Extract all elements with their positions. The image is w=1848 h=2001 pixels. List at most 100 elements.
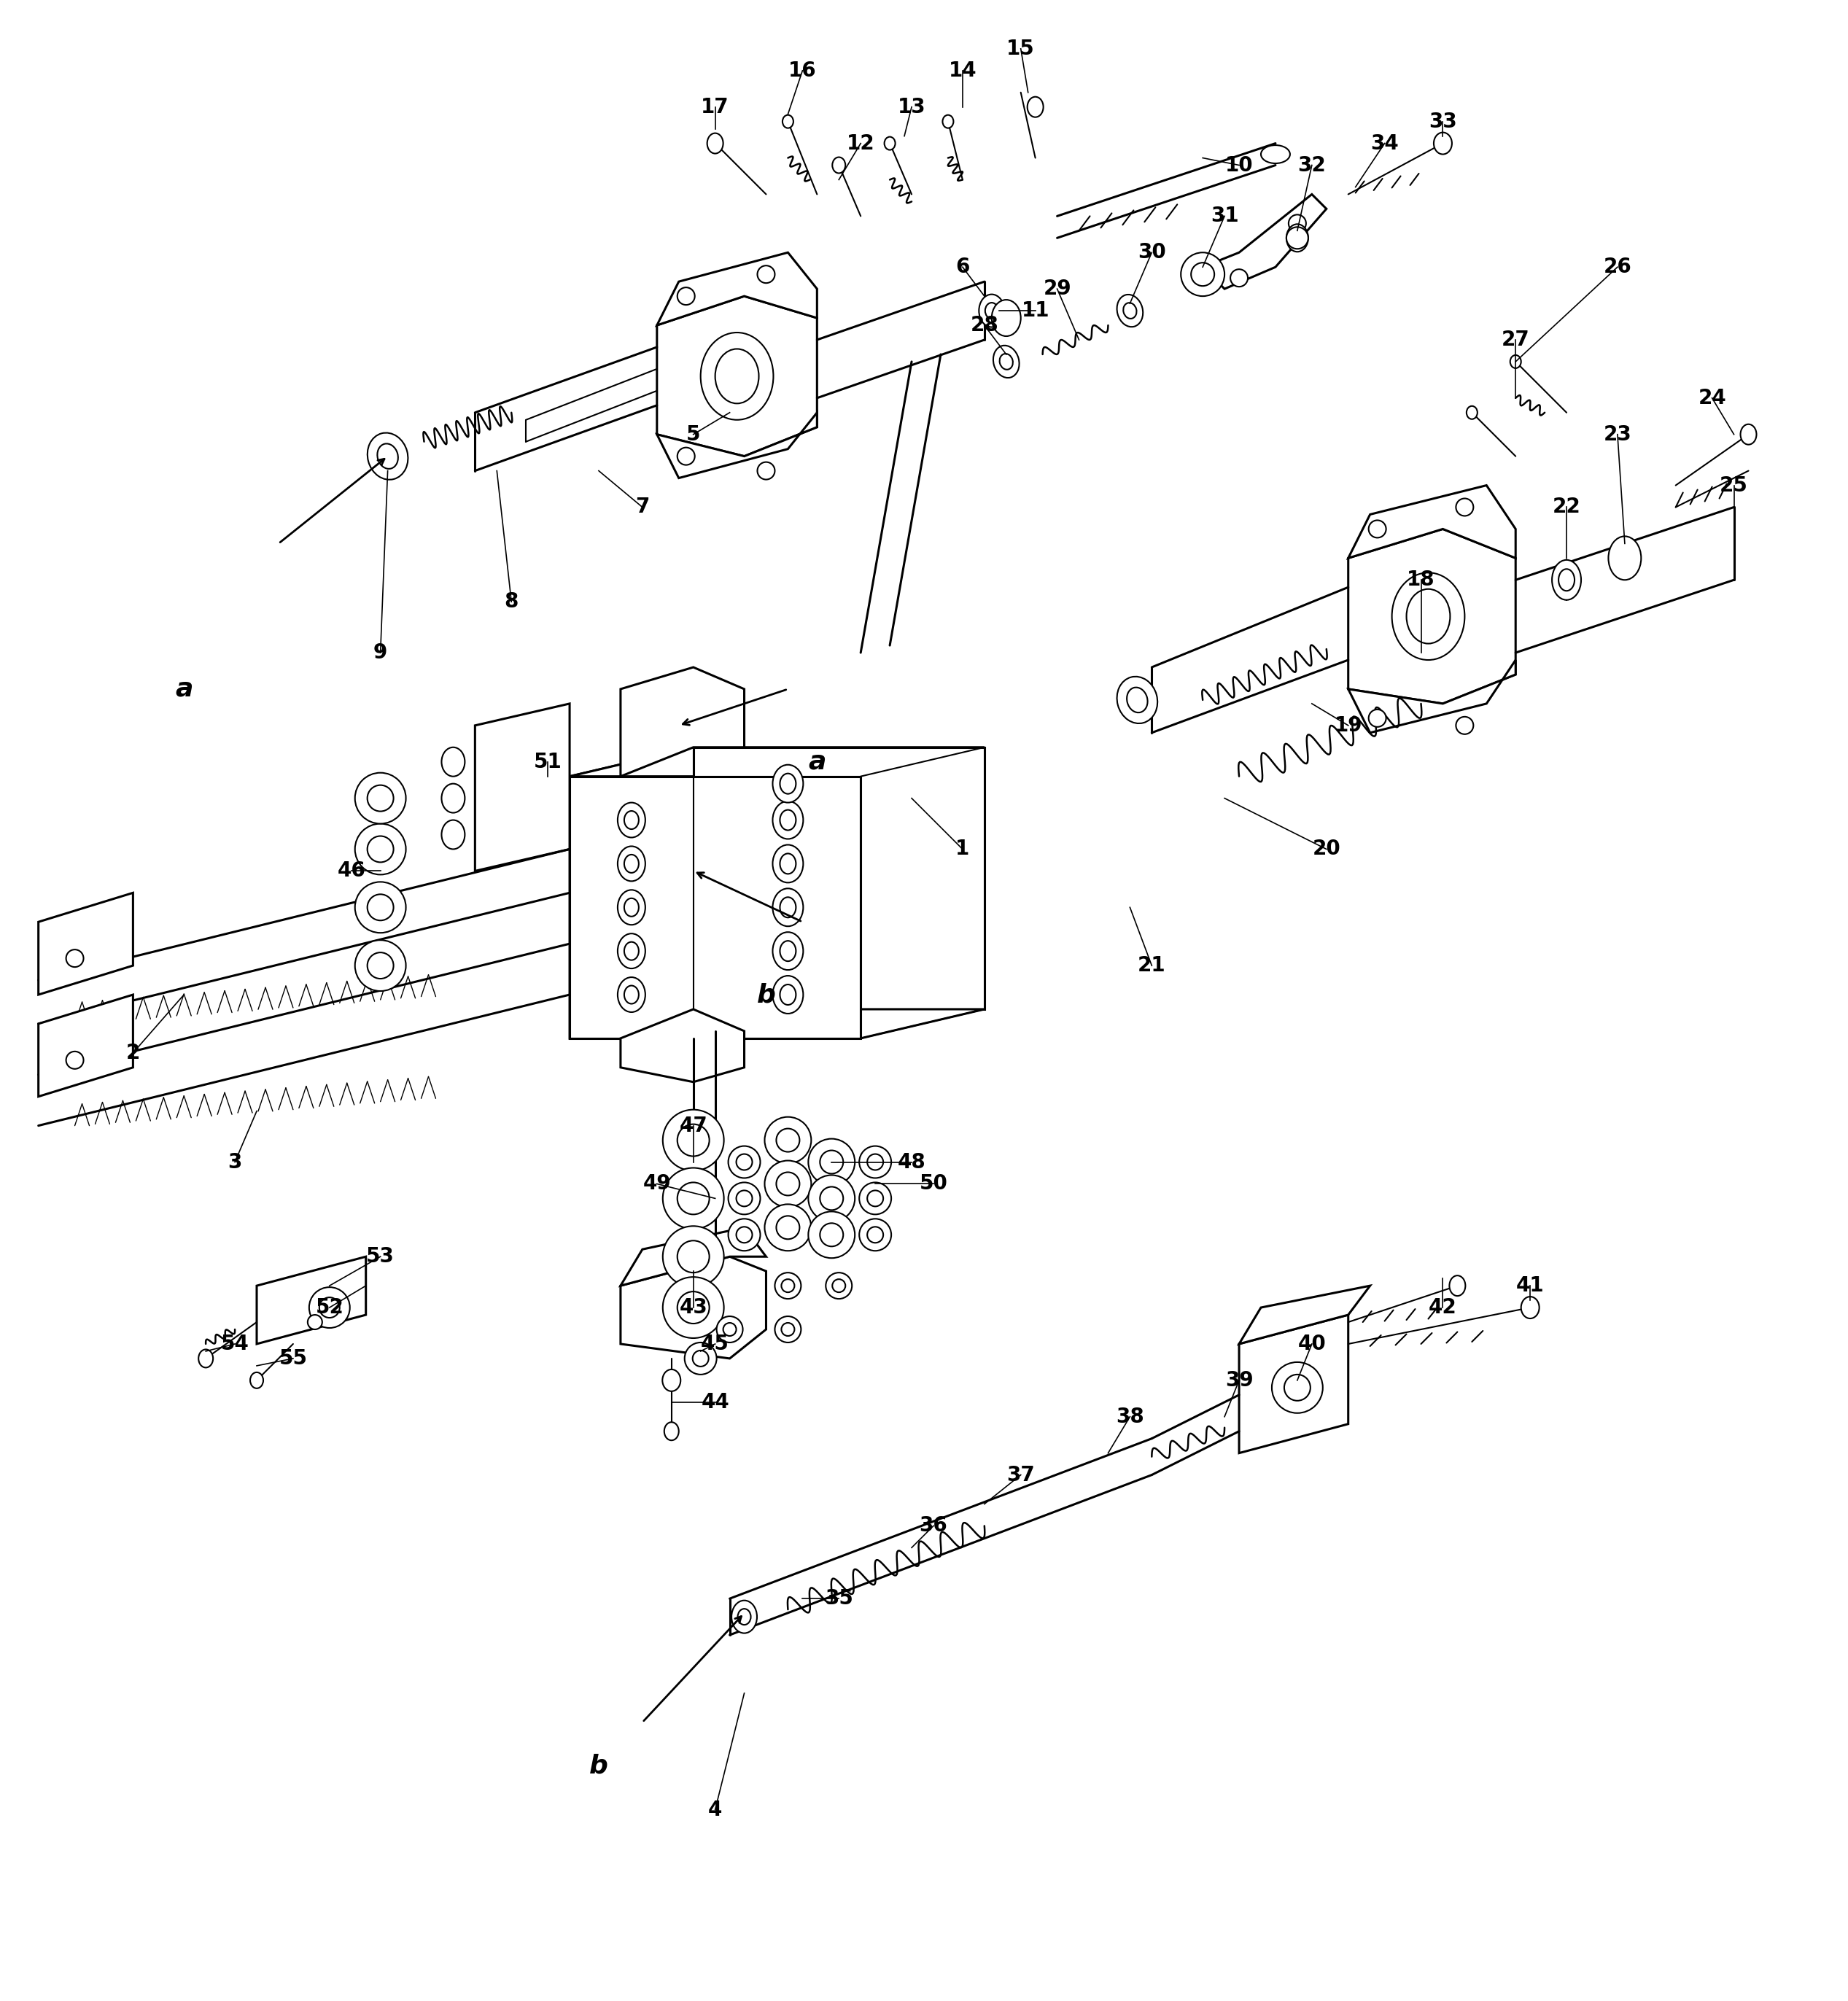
Ellipse shape [1558, 568, 1574, 590]
Text: 50: 50 [918, 1175, 948, 1195]
Ellipse shape [708, 134, 723, 154]
Ellipse shape [377, 444, 397, 468]
Circle shape [728, 1183, 760, 1215]
Ellipse shape [772, 764, 804, 802]
Ellipse shape [1000, 354, 1013, 370]
Text: 55: 55 [279, 1349, 307, 1369]
Ellipse shape [1116, 676, 1157, 724]
Ellipse shape [1521, 1297, 1539, 1319]
Circle shape [693, 1351, 708, 1367]
Circle shape [782, 1279, 795, 1293]
Circle shape [355, 824, 407, 874]
Text: 11: 11 [1022, 300, 1050, 320]
Circle shape [728, 1147, 760, 1179]
Text: 1: 1 [955, 838, 970, 858]
Text: 2: 2 [126, 1043, 140, 1063]
Circle shape [832, 1279, 845, 1293]
Ellipse shape [1392, 572, 1465, 660]
Polygon shape [621, 1227, 767, 1287]
Circle shape [867, 1191, 883, 1207]
Circle shape [821, 1151, 843, 1175]
Text: 21: 21 [1138, 954, 1166, 976]
Circle shape [1192, 262, 1214, 286]
Ellipse shape [772, 844, 804, 882]
Ellipse shape [700, 332, 772, 420]
Ellipse shape [1467, 406, 1477, 418]
Ellipse shape [1434, 132, 1453, 154]
Text: 51: 51 [534, 752, 562, 772]
Text: 23: 23 [1604, 424, 1632, 444]
Circle shape [758, 462, 774, 480]
Circle shape [736, 1227, 752, 1243]
Circle shape [1456, 716, 1473, 734]
Circle shape [765, 1205, 811, 1251]
Text: 7: 7 [636, 496, 649, 518]
Circle shape [728, 1219, 760, 1251]
Polygon shape [1240, 1287, 1369, 1345]
Circle shape [808, 1211, 856, 1259]
Circle shape [678, 1241, 710, 1273]
Ellipse shape [1116, 294, 1142, 326]
Circle shape [368, 784, 394, 810]
Text: 12: 12 [846, 134, 874, 154]
Circle shape [758, 266, 774, 282]
Circle shape [67, 950, 83, 966]
Text: 35: 35 [824, 1589, 854, 1609]
Circle shape [678, 1183, 710, 1215]
Ellipse shape [942, 114, 954, 128]
Circle shape [1181, 252, 1225, 296]
Circle shape [782, 1323, 795, 1337]
Text: 9: 9 [373, 642, 388, 662]
Text: 24: 24 [1698, 388, 1726, 408]
Ellipse shape [832, 158, 845, 174]
Polygon shape [39, 994, 133, 1097]
Ellipse shape [442, 784, 466, 812]
Text: 18: 18 [1406, 570, 1436, 590]
Ellipse shape [737, 1609, 750, 1625]
Text: 5: 5 [686, 424, 700, 444]
Circle shape [663, 1227, 724, 1287]
Ellipse shape [617, 846, 645, 880]
Circle shape [765, 1161, 811, 1207]
Circle shape [355, 940, 407, 990]
Text: 26: 26 [1604, 256, 1632, 278]
Ellipse shape [780, 940, 796, 960]
Ellipse shape [1127, 688, 1148, 712]
Ellipse shape [772, 888, 804, 926]
Text: a: a [176, 676, 192, 702]
Ellipse shape [662, 1369, 680, 1391]
Text: 31: 31 [1210, 206, 1238, 226]
Polygon shape [257, 1257, 366, 1345]
Ellipse shape [1741, 424, 1756, 444]
Circle shape [859, 1147, 891, 1179]
Ellipse shape [1406, 588, 1451, 644]
Text: 39: 39 [1225, 1371, 1253, 1391]
Ellipse shape [780, 896, 796, 918]
Text: 52: 52 [316, 1297, 344, 1319]
Ellipse shape [1124, 302, 1137, 318]
Circle shape [678, 1125, 710, 1157]
Circle shape [776, 1173, 800, 1195]
Circle shape [808, 1175, 856, 1223]
Text: a: a [808, 750, 826, 774]
Circle shape [663, 1277, 724, 1339]
Ellipse shape [1510, 354, 1521, 368]
Text: 49: 49 [643, 1175, 671, 1195]
Circle shape [320, 1297, 340, 1319]
Ellipse shape [1027, 96, 1044, 118]
Circle shape [808, 1139, 856, 1185]
Polygon shape [569, 746, 985, 776]
Ellipse shape [617, 802, 645, 838]
Polygon shape [1349, 528, 1515, 704]
Text: 14: 14 [948, 60, 976, 80]
Ellipse shape [1449, 1275, 1465, 1297]
Circle shape [663, 1111, 724, 1171]
Text: 40: 40 [1297, 1335, 1327, 1355]
Ellipse shape [1260, 146, 1290, 164]
Polygon shape [569, 776, 861, 1039]
Text: 37: 37 [1007, 1465, 1035, 1485]
Text: 13: 13 [898, 96, 926, 118]
Ellipse shape [1286, 224, 1308, 252]
Ellipse shape [772, 932, 804, 970]
Ellipse shape [772, 976, 804, 1015]
